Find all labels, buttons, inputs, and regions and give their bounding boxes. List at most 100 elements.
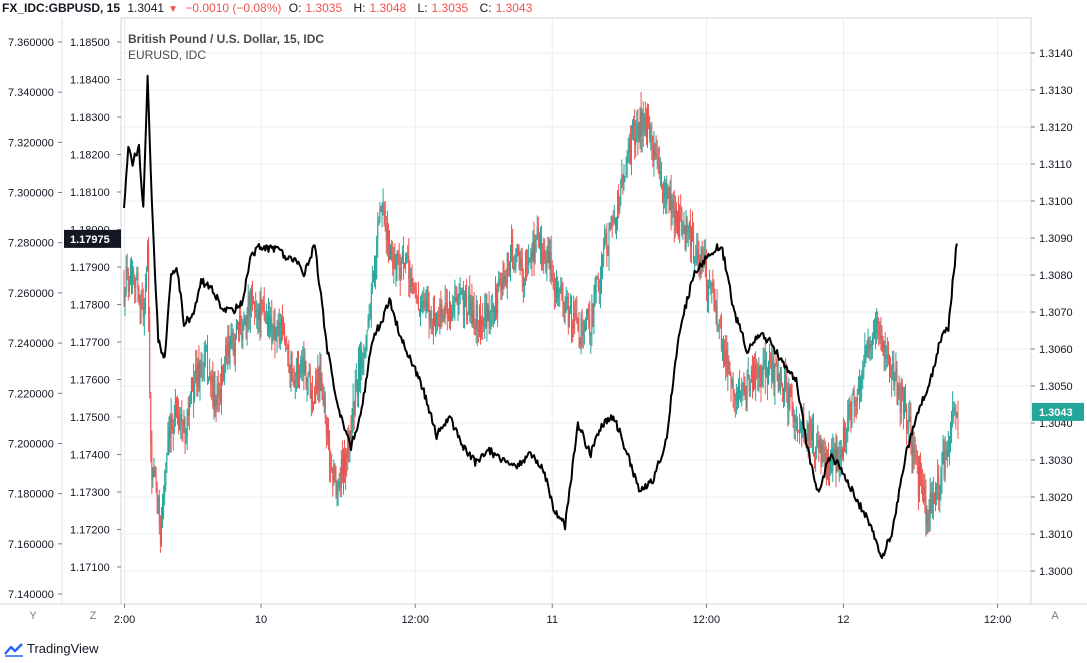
candle-body xyxy=(777,373,779,380)
candle-body xyxy=(791,395,793,407)
candle-body xyxy=(924,487,926,498)
candle-body xyxy=(171,415,173,430)
candle-body xyxy=(575,313,577,316)
auto-scale-a-button[interactable]: A xyxy=(1051,610,1059,622)
zoom-z-button[interactable]: Z xyxy=(89,610,97,622)
candle-body xyxy=(633,119,635,127)
candle-body xyxy=(265,317,267,323)
right-tick-label: 1.3100 xyxy=(1039,196,1073,208)
left-inner-tick-label: 1.17600 xyxy=(70,375,110,387)
candle-body xyxy=(878,325,880,336)
candle-body xyxy=(910,416,912,446)
candle-body xyxy=(759,367,761,373)
candle-body xyxy=(946,449,948,457)
candle-body xyxy=(459,294,461,296)
candle-body xyxy=(331,468,333,470)
candle-body xyxy=(286,341,288,345)
candle-body xyxy=(651,135,653,147)
candle-body xyxy=(299,371,301,374)
candle-body xyxy=(173,415,175,433)
candle-body xyxy=(745,392,747,409)
candle-body xyxy=(712,281,714,292)
candle-body xyxy=(546,261,548,271)
candle-body xyxy=(842,426,844,458)
candle-body xyxy=(617,194,619,223)
candle-body xyxy=(723,344,725,358)
candle-body xyxy=(269,314,271,331)
candle-body xyxy=(437,313,439,325)
candle-body xyxy=(732,380,734,394)
main-legend[interactable]: British Pound / U.S. Dollar, 15, IDC xyxy=(128,32,324,46)
candle-body xyxy=(154,470,156,478)
candle-body xyxy=(797,430,799,432)
log-scale-y-button[interactable]: Y xyxy=(29,610,37,622)
open-value: 1.3035 xyxy=(305,1,343,15)
candle-body xyxy=(768,363,770,382)
candle-body xyxy=(543,249,545,265)
candle-body xyxy=(939,485,941,500)
candle-body xyxy=(196,365,198,387)
high-value: 1.3048 xyxy=(369,1,407,15)
candle-body xyxy=(475,304,477,330)
candle-body xyxy=(327,423,329,438)
left-inner-tick-label: 1.17300 xyxy=(70,487,110,499)
left-outer-tick-label: 7.200000 xyxy=(8,438,54,450)
candle-body xyxy=(430,310,432,326)
candle-body xyxy=(526,255,528,264)
candle-body xyxy=(564,310,566,313)
overlay-legend[interactable]: EURUSD, IDC xyxy=(128,48,206,62)
candle-body xyxy=(735,392,737,401)
tradingview-brand[interactable]: TradingView xyxy=(4,640,99,658)
candle-body xyxy=(621,175,623,180)
candle-body xyxy=(766,368,768,382)
candle-body xyxy=(885,358,887,360)
right-tick-label: 1.3070 xyxy=(1039,307,1073,319)
candle-body xyxy=(451,313,453,320)
candle-body xyxy=(463,299,465,315)
candle-body xyxy=(761,373,763,386)
candle-body xyxy=(469,291,471,316)
left-inner-tick-label: 1.17900 xyxy=(70,262,110,274)
candle-body xyxy=(389,246,391,259)
candle-body xyxy=(326,423,328,436)
candle-body xyxy=(471,301,473,323)
candle-body xyxy=(630,133,632,162)
candle-body xyxy=(901,386,903,394)
candle-body xyxy=(439,303,441,327)
candle-body xyxy=(860,383,862,392)
candle-body xyxy=(657,156,659,165)
candle-body xyxy=(501,278,503,291)
symbol-name[interactable]: FX_IDC:GBPUSD, 15 xyxy=(2,1,121,15)
candle-body xyxy=(251,299,253,301)
candle-body xyxy=(833,448,835,461)
candle-body xyxy=(734,396,736,401)
candle-body xyxy=(926,518,928,524)
candle-body xyxy=(654,146,656,152)
x-tick-label: 12:00 xyxy=(401,614,429,626)
candle-body xyxy=(181,413,183,424)
candle-body xyxy=(354,384,356,415)
candle-body xyxy=(485,302,487,328)
candle-body xyxy=(679,207,681,238)
candle-body xyxy=(701,247,703,265)
candle-body xyxy=(413,283,415,286)
candle-body xyxy=(228,341,230,359)
candle-body xyxy=(747,374,749,377)
candle-body xyxy=(301,360,303,374)
candle-body xyxy=(365,341,367,348)
candle-body xyxy=(583,324,585,332)
candle-body xyxy=(438,324,440,327)
candle-body xyxy=(788,386,790,409)
candle-body xyxy=(581,318,583,336)
candle-body xyxy=(242,324,244,340)
candle-body xyxy=(311,389,313,404)
candle-body xyxy=(192,378,194,382)
candle-body xyxy=(339,482,341,488)
candle-body xyxy=(614,218,616,228)
candle-body xyxy=(264,317,266,323)
candle-body xyxy=(612,219,614,222)
candle-body xyxy=(182,423,184,426)
candle-body xyxy=(278,321,280,344)
right-tick-label: 1.3030 xyxy=(1039,455,1073,467)
